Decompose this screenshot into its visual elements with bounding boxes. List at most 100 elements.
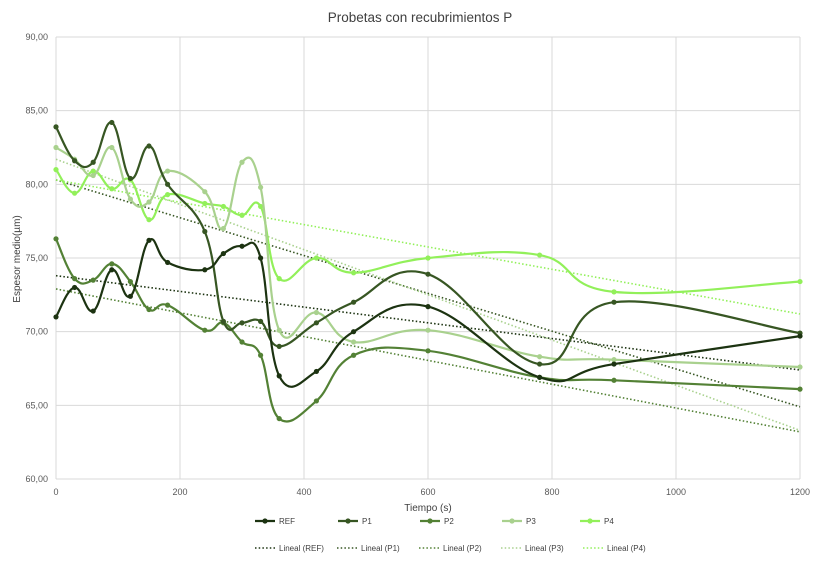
data-point-p2 bbox=[53, 236, 59, 242]
data-point-ref bbox=[313, 368, 319, 375]
legend-label-ref: REF bbox=[279, 517, 295, 526]
data-point-p1 bbox=[127, 175, 133, 182]
data-point-p3 bbox=[351, 339, 357, 345]
data-point-p1 bbox=[537, 361, 543, 367]
data-point-ref bbox=[258, 255, 264, 261]
legend-item-p3: P3 bbox=[502, 517, 536, 526]
data-point-p3 bbox=[127, 196, 133, 202]
legend-label-p4: P4 bbox=[604, 517, 614, 526]
data-point-p3 bbox=[425, 327, 431, 333]
x-tick-label: 0 bbox=[53, 487, 58, 497]
data-point-p1 bbox=[72, 158, 78, 164]
data-point-ref bbox=[109, 267, 115, 273]
x-axis-title: Tiempo (s) bbox=[404, 503, 451, 514]
data-point-p2 bbox=[351, 352, 357, 358]
legend-marker-ref bbox=[262, 518, 268, 524]
data-point-p3 bbox=[53, 144, 59, 151]
trendline-p1 bbox=[55, 179, 801, 408]
data-point-p4 bbox=[220, 203, 226, 210]
data-point-ref bbox=[537, 374, 543, 380]
data-point-p4 bbox=[109, 186, 115, 192]
data-point-p4 bbox=[239, 212, 245, 218]
data-point-p4 bbox=[537, 252, 543, 258]
series-ref bbox=[53, 237, 803, 388]
data-point-p1 bbox=[425, 271, 431, 277]
x-tick-label: 1000 bbox=[666, 487, 686, 497]
trendline-p3 bbox=[55, 158, 801, 432]
y-tick-label: 90,00 bbox=[25, 32, 48, 42]
data-point-p3 bbox=[797, 364, 803, 370]
data-point-p2 bbox=[611, 377, 617, 383]
data-point-p4 bbox=[258, 203, 264, 210]
data-point-p2 bbox=[165, 302, 171, 308]
data-point-p3 bbox=[165, 168, 171, 174]
data-point-ref bbox=[165, 259, 171, 266]
grid-lines bbox=[55, 36, 801, 480]
y-tick-label: 60,00 bbox=[25, 474, 48, 484]
legend-item-p4: P4 bbox=[580, 517, 614, 526]
data-point-p3 bbox=[276, 327, 282, 333]
data-point-p4 bbox=[351, 270, 357, 276]
legend-marker-p1 bbox=[345, 518, 351, 524]
data-point-ref bbox=[351, 329, 357, 335]
legend-trend-label-p2: Lineal (P2) bbox=[443, 544, 482, 553]
data-point-p4 bbox=[146, 217, 152, 223]
y-axis-title: Espesor medio(µm) bbox=[12, 215, 23, 302]
data-point-p2 bbox=[72, 276, 78, 282]
data-point-p1 bbox=[258, 318, 264, 324]
data-point-p2 bbox=[146, 306, 152, 313]
legend-trend-label-ref: Lineal (REF) bbox=[279, 544, 324, 553]
legend-trend-label-p4: Lineal (P4) bbox=[607, 544, 646, 553]
legend-item-trend-ref: Lineal (REF) bbox=[255, 544, 324, 553]
data-point-ref bbox=[425, 304, 431, 310]
data-point-ref bbox=[797, 333, 803, 339]
data-point-p4 bbox=[425, 255, 431, 261]
data-point-p3 bbox=[109, 144, 115, 151]
data-point-p2 bbox=[313, 398, 319, 404]
data-point-p3 bbox=[239, 159, 245, 165]
series-p3 bbox=[53, 144, 803, 370]
data-point-p2 bbox=[109, 261, 115, 267]
data-point-p4 bbox=[313, 255, 319, 261]
data-point-p4 bbox=[611, 289, 617, 295]
data-point-p4 bbox=[90, 168, 96, 174]
trendline-ref bbox=[55, 274, 801, 371]
legend-item-p2: P2 bbox=[420, 517, 454, 526]
data-point-p2 bbox=[258, 352, 264, 358]
data-point-ref bbox=[611, 361, 617, 367]
data-point-p1 bbox=[220, 318, 226, 324]
legend-item-p1: P1 bbox=[338, 517, 372, 526]
data-point-p4 bbox=[53, 167, 59, 173]
data-point-p2 bbox=[425, 348, 431, 354]
legend-label-p3: P3 bbox=[526, 517, 536, 526]
y-tick-label: 70,00 bbox=[25, 327, 48, 337]
data-point-p1 bbox=[202, 228, 208, 235]
x-tick-label: 800 bbox=[544, 487, 559, 497]
x-tick-label: 600 bbox=[420, 487, 435, 497]
chart-title: Probetas con recubrimientos P bbox=[328, 10, 513, 25]
data-point-ref bbox=[276, 373, 282, 379]
x-tick-label: 400 bbox=[296, 487, 311, 497]
legend-item-trend-p4: Lineal (P4) bbox=[583, 544, 646, 553]
data-point-p4 bbox=[797, 278, 803, 285]
axis-tick-labels: 60,00 65,00 70,00 75,00 80,00 85,00 90,00 0 200 4… bbox=[25, 32, 810, 497]
legend-trend-label-p1: Lineal (P1) bbox=[361, 544, 400, 553]
legend-label-p1: P1 bbox=[362, 517, 372, 526]
data-point-p1 bbox=[90, 159, 96, 165]
data-point-p3 bbox=[313, 309, 319, 316]
y-tick-label: 65,00 bbox=[25, 400, 48, 410]
data-point-p3 bbox=[258, 184, 264, 190]
data-point-p3 bbox=[220, 225, 226, 232]
legend: REF P1 P2 P3 P4 Lineal (REF) Lineal (P1) Lineal… bbox=[255, 517, 646, 553]
x-tick-label: 200 bbox=[172, 487, 187, 497]
data-point-ref bbox=[220, 250, 226, 257]
data-point-p1 bbox=[146, 143, 152, 149]
data-point-p1 bbox=[239, 320, 245, 326]
data-point-ref bbox=[239, 243, 245, 249]
data-point-ref bbox=[146, 237, 152, 243]
legend-item-trend-p1: Lineal (P1) bbox=[337, 544, 400, 553]
legend-item-trend-p3: Lineal (P3) bbox=[501, 544, 564, 553]
data-point-p3 bbox=[537, 354, 543, 360]
legend-item-ref: REF bbox=[255, 517, 295, 526]
series-p2 bbox=[53, 236, 803, 423]
